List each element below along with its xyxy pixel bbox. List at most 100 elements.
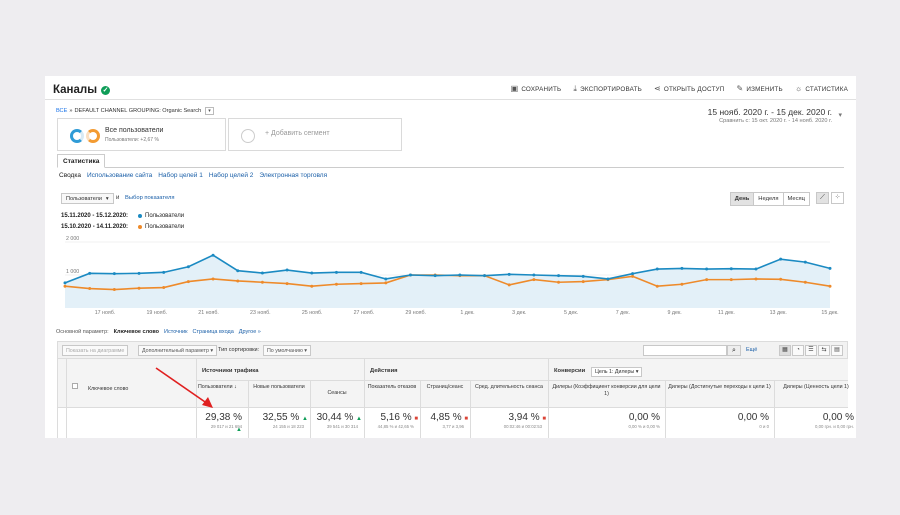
data-point-previous[interactable] <box>88 287 92 291</box>
col-goal-conv-rate-header[interactable]: Дилеры (Коэффициент конверсии для цели 1… <box>552 384 661 397</box>
tab-statistics[interactable]: Статистика <box>57 154 106 168</box>
data-point-previous[interactable] <box>162 286 166 290</box>
comparison-view-icon[interactable]: ⇆ <box>818 345 830 356</box>
data-point-previous[interactable] <box>310 284 314 288</box>
pick-metric-link[interactable]: Выбор показателя <box>125 195 175 201</box>
data-point-previous[interactable] <box>803 280 807 284</box>
data-point-previous[interactable] <box>260 280 264 284</box>
data-point-current[interactable] <box>532 273 536 277</box>
data-point-current[interactable] <box>384 277 388 281</box>
dimension-source[interactable]: Источник <box>164 329 188 335</box>
col-goal-value-header[interactable]: Дилеры (Ценность цели 1) <box>783 384 849 390</box>
dimension-landing-page[interactable]: Страница входа <box>192 329 234 335</box>
line-chart-icon[interactable]: ⟋ <box>816 192 829 204</box>
data-point-current[interactable] <box>408 273 412 277</box>
data-point-previous[interactable] <box>236 279 240 283</box>
data-point-previous[interactable] <box>779 277 783 281</box>
data-point-current[interactable] <box>186 265 190 269</box>
select-all-checkbox[interactable] <box>72 383 78 389</box>
table-search-input[interactable] <box>643 345 727 356</box>
metric-select[interactable]: Пользователи ▾ <box>61 193 114 204</box>
users-line-chart[interactable]: 2 000 1 000 17 нояб. 19 нояб. 21 нояб. 23 ноя… <box>45 236 856 318</box>
data-point-previous[interactable] <box>655 284 659 288</box>
dimension-other[interactable]: Другое » <box>238 329 261 335</box>
data-point-previous[interactable] <box>112 288 116 292</box>
data-point-current[interactable] <box>507 272 511 276</box>
data-point-current[interactable] <box>557 274 561 278</box>
chevron-down-icon[interactable]: ▾ <box>205 107 214 115</box>
data-point-previous[interactable] <box>581 280 585 284</box>
data-point-current[interactable] <box>458 273 462 277</box>
col-pages-per-session-header[interactable]: Страниц/сеанс <box>426 384 464 390</box>
insights-button[interactable]: ☼ СТАТИСТИКА <box>794 84 848 93</box>
col-sessions-header[interactable]: Сеансы <box>327 390 347 396</box>
data-point-current[interactable] <box>285 268 289 272</box>
data-point-previous[interactable] <box>137 286 141 290</box>
col-new-users-header[interactable]: Новые пользователи <box>253 384 305 390</box>
search-icon[interactable]: ⌕ <box>727 345 741 356</box>
data-point-previous[interactable] <box>680 282 684 286</box>
pie-view-icon[interactable]: ◔ <box>792 345 804 356</box>
data-point-previous[interactable] <box>729 278 733 282</box>
col-goal-completions-header[interactable]: Дилеры (Достигнутые переходы к цели 1) <box>668 384 771 390</box>
data-point-previous[interactable] <box>828 284 832 288</box>
col-avg-session-duration-header[interactable]: Сред. длительность сеанса <box>475 384 543 390</box>
add-segment-button[interactable]: + Добавить сегмент <box>228 118 402 151</box>
dimension-keyword[interactable]: Ключевое слово <box>113 329 160 335</box>
share-button[interactable]: ⋖ ОТКРЫТЬ ДОСТУП <box>653 84 725 93</box>
data-point-current[interactable] <box>112 272 116 276</box>
subtab-summary[interactable]: Сводка <box>59 172 81 179</box>
data-point-previous[interactable] <box>754 277 758 281</box>
performance-view-icon[interactable]: ☰ <box>805 345 817 356</box>
data-point-current[interactable] <box>803 260 807 264</box>
data-point-previous[interactable] <box>631 274 635 278</box>
pivot-view-icon[interactable]: ▤ <box>831 345 843 356</box>
chevron-down-icon[interactable]: ▾ <box>838 112 842 119</box>
save-button[interactable]: ▣ СОХРАНИТЬ <box>510 84 562 93</box>
sort-type-select[interactable]: По умолчанию ▾ <box>263 345 311 356</box>
data-point-previous[interactable] <box>63 284 67 288</box>
date-range-picker[interactable]: 15 нояб. 2020 г. - 15 дек. 2020 г. Сравн… <box>708 107 832 124</box>
data-point-current[interactable] <box>334 270 338 274</box>
data-point-previous[interactable] <box>211 277 215 281</box>
data-point-current[interactable] <box>162 270 166 274</box>
data-point-previous[interactable] <box>186 280 190 284</box>
data-point-current[interactable] <box>729 267 733 271</box>
data-point-current[interactable] <box>137 271 141 275</box>
secondary-dimension-select[interactable]: Дополнительный параметр ▾ <box>138 345 218 356</box>
motion-chart-icon[interactable]: ⁘ <box>831 192 844 204</box>
subtab-goal-set-2[interactable]: Набор целей 2 <box>208 172 254 179</box>
data-point-previous[interactable] <box>532 278 536 282</box>
export-button[interactable]: ⤓ ЭКСПОРТИРОВАТЬ <box>573 84 642 93</box>
data-point-current[interactable] <box>236 269 240 273</box>
data-point-current[interactable] <box>260 271 264 275</box>
data-point-current[interactable] <box>433 274 437 278</box>
data-point-previous[interactable] <box>557 280 561 284</box>
data-point-previous[interactable] <box>334 282 338 286</box>
subtab-site-usage[interactable]: Использование сайта <box>86 172 153 179</box>
col-bounce-rate-header[interactable]: Показатель отказов <box>367 384 417 390</box>
data-point-current[interactable] <box>631 272 635 276</box>
subtab-goal-set-1[interactable]: Набор целей 1 <box>158 172 203 179</box>
data-point-current[interactable] <box>581 274 585 278</box>
data-point-current[interactable] <box>754 267 758 271</box>
keyword-column-header[interactable]: Ключевое слово <box>88 386 129 392</box>
data-point-current[interactable] <box>211 253 215 257</box>
data-point-previous[interactable] <box>359 282 363 286</box>
data-point-current[interactable] <box>779 257 783 261</box>
breadcrumb-root[interactable]: ВСЕ <box>56 108 68 114</box>
data-point-current[interactable] <box>655 267 659 271</box>
segment-all-users[interactable]: Все пользователи Пользователи: +2,67 % <box>57 118 226 151</box>
data-point-current[interactable] <box>310 271 314 275</box>
data-point-current[interactable] <box>606 277 610 281</box>
period-day-button[interactable]: День <box>730 193 754 205</box>
data-point-previous[interactable] <box>384 281 388 285</box>
data-point-current[interactable] <box>88 271 92 275</box>
table-view-icon[interactable]: ▦ <box>779 345 791 356</box>
period-month-button[interactable]: Месяц <box>782 193 809 205</box>
data-point-current[interactable] <box>705 267 709 271</box>
data-point-previous[interactable] <box>705 278 709 282</box>
data-point-current[interactable] <box>359 270 363 274</box>
goal-select[interactable]: Цель 1: Дилеры ▾ <box>591 367 643 377</box>
data-point-current[interactable] <box>63 281 67 285</box>
